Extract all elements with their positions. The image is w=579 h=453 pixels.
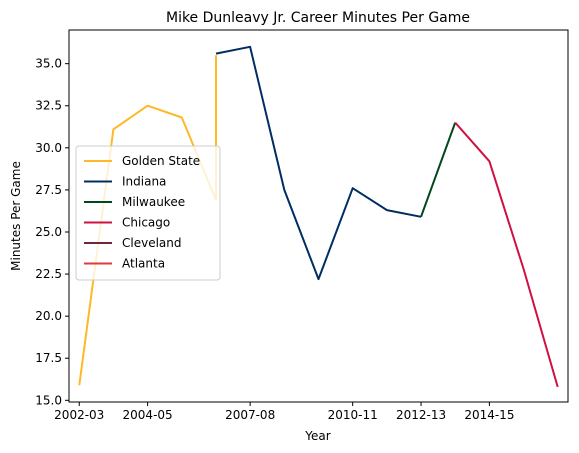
x-tick-label: 2007-08 (225, 408, 275, 422)
y-tick-label: 15.0 (35, 393, 62, 407)
legend-label: Atlanta (122, 257, 165, 271)
y-axis-label: Minutes Per Game (9, 161, 23, 271)
y-tick-label: 22.5 (35, 267, 62, 281)
legend-label: Golden State (122, 154, 200, 168)
x-tick-label: 2002-03 (54, 408, 104, 422)
legend-label: Milwaukee (122, 195, 185, 209)
chart-title: Mike Dunleavy Jr. Career Minutes Per Gam… (166, 10, 470, 26)
legend-label: Chicago (122, 216, 170, 230)
legend-box (75, 145, 221, 281)
x-tick-label: 2014-15 (464, 408, 514, 422)
legend: Golden State Indiana Milwaukee Chicago Cleve… (75, 145, 221, 281)
y-tick-label: 32.5 (35, 99, 62, 113)
y-tick-label: 17.5 (35, 351, 62, 365)
series-line-milwaukee (420, 122, 457, 218)
series-line-chicago (454, 121, 559, 388)
y-tick-label: 30.0 (35, 141, 62, 155)
x-tick-label: 2010-11 (328, 408, 378, 422)
legend-label: Cleveland (122, 236, 182, 250)
y-tick-label: 27.5 (35, 183, 62, 197)
legend-label: Indiana (122, 175, 166, 189)
y-axis: 15.0 17.5 20.0 22.5 25.0 27.5 30.0 32.5 35.0 (35, 57, 69, 407)
x-tick-label: 2004-05 (123, 408, 173, 422)
y-tick-label: 35.0 (35, 57, 62, 71)
x-axis-label: Year (304, 429, 330, 443)
y-tick-label: 20.0 (35, 309, 62, 323)
series-line-indiana (215, 45, 422, 281)
x-tick-label: 2012-13 (396, 408, 446, 422)
x-axis: 2002-03 2004-05 2007-08 2010-11 2012-13 2014-… (54, 402, 514, 422)
y-tick-label: 25.0 (35, 225, 62, 239)
plot-frame (68, 29, 569, 403)
